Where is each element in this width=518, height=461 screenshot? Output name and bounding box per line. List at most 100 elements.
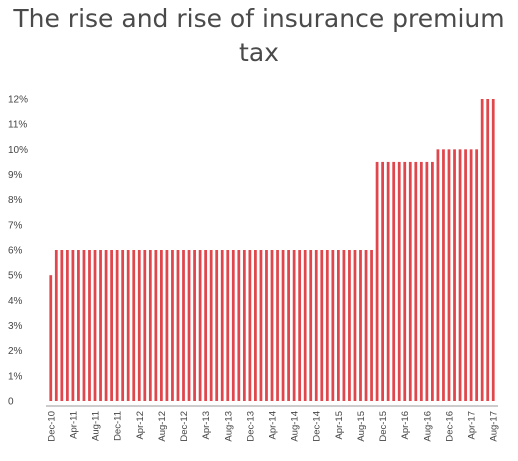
bar: [132, 250, 136, 401]
x-tick-label: Apr-13: [201, 411, 212, 440]
bar: [464, 149, 467, 401]
bar: [298, 250, 302, 401]
x-tick-label: Aug-13: [223, 411, 234, 442]
bar: [71, 250, 75, 401]
bar: [193, 250, 196, 401]
bar: [110, 250, 113, 401]
bar: [336, 250, 340, 401]
bar: [60, 250, 64, 401]
bar: [292, 250, 296, 401]
x-tick-label: Dec-12: [179, 411, 190, 442]
bar: [270, 250, 274, 401]
bar: [397, 161, 401, 401]
bar: [126, 250, 130, 401]
bar: [359, 250, 362, 401]
bar: [254, 250, 257, 401]
bar: [480, 99, 484, 401]
x-tick-label: Dec-16: [444, 411, 455, 442]
bar: [154, 250, 158, 401]
x-tick-label: Aug-17: [489, 411, 500, 442]
y-tick-label: 5%: [8, 271, 23, 282]
bar: [386, 161, 390, 401]
bar: [104, 250, 108, 401]
bar: [88, 250, 91, 401]
bar: [160, 250, 163, 401]
bar: [215, 250, 219, 401]
bar: [49, 275, 53, 401]
x-tick-label: Apr-11: [68, 411, 79, 439]
bar: [453, 149, 456, 401]
bar: [331, 250, 335, 401]
bar: [325, 250, 329, 401]
x-tick-label: Aug-14: [290, 411, 301, 442]
bar: [209, 250, 213, 401]
bar: [77, 250, 80, 401]
bar: [303, 250, 307, 401]
y-axis: 0 1% 2% 3% 4% 5% 6% 7% 8% 9% 10% 11% 12%: [8, 95, 28, 408]
bar: [143, 250, 147, 401]
bar: [187, 250, 191, 401]
y-tick-label: 3%: [8, 321, 23, 332]
bar: [375, 161, 379, 401]
bar: [237, 250, 241, 401]
bar: [309, 250, 313, 401]
y-tick-label: 0: [8, 397, 14, 408]
bar: [99, 250, 102, 401]
bar: [165, 250, 169, 401]
bar: [458, 149, 462, 401]
y-tick-label: 10%: [8, 145, 28, 156]
bar: [314, 250, 318, 401]
x-tick-label: Dec-15: [378, 411, 389, 442]
bar: [176, 250, 180, 401]
bar: [54, 250, 58, 401]
bar: [204, 250, 208, 401]
bar: [171, 250, 174, 401]
x-tick-label: Dec-13: [245, 411, 256, 442]
chart-title: The rise and rise of insurance premium t…: [13, 4, 505, 67]
bar: [403, 161, 407, 401]
bar: [408, 161, 412, 401]
bar: [287, 250, 290, 401]
bar: [226, 250, 230, 401]
x-tick-label: Aug-15: [356, 411, 367, 442]
bar: [242, 250, 246, 401]
bar: [491, 99, 495, 401]
x-axis: Dec-10 Apr-11 Aug-11 Dec-11 Apr-12 Aug-12 Dec-…: [46, 411, 499, 442]
bar: [414, 161, 418, 401]
bar: [82, 250, 86, 401]
x-tick-label: Apr-15: [334, 411, 345, 440]
x-tick-label: Aug-12: [157, 411, 168, 442]
bar: [486, 99, 490, 401]
bar: [353, 250, 357, 401]
x-tick-label: Apr-12: [135, 411, 146, 440]
y-tick-label: 4%: [8, 296, 23, 307]
bar: [475, 149, 479, 401]
x-tick-label: Dec-11: [113, 411, 124, 441]
y-tick-label: 7%: [8, 220, 23, 231]
bar: [348, 250, 351, 401]
bar: [276, 250, 279, 401]
x-tick-label: Apr-17: [467, 411, 478, 440]
bar: [259, 250, 263, 401]
bar: [364, 250, 368, 401]
bar: [419, 161, 423, 401]
bar: [442, 149, 445, 401]
bar: [342, 250, 346, 401]
x-tick-label: Dec-10: [46, 411, 57, 442]
y-tick-label: 9%: [8, 170, 23, 181]
y-tick-label: 2%: [8, 346, 23, 357]
x-tick-label: Dec-14: [312, 411, 323, 442]
x-tick-label: Aug-11: [91, 411, 102, 441]
bar: [447, 149, 451, 401]
x-tick-label: Aug-16: [422, 411, 433, 442]
bar: [148, 250, 152, 401]
bar: [436, 149, 440, 401]
y-tick-label: 8%: [8, 195, 23, 206]
x-tick-label: Apr-14: [268, 411, 279, 440]
bar: [93, 250, 97, 401]
bar: [469, 149, 473, 401]
bar: [265, 250, 268, 401]
bar: [198, 250, 202, 401]
y-tick-label: 11%: [8, 120, 27, 131]
